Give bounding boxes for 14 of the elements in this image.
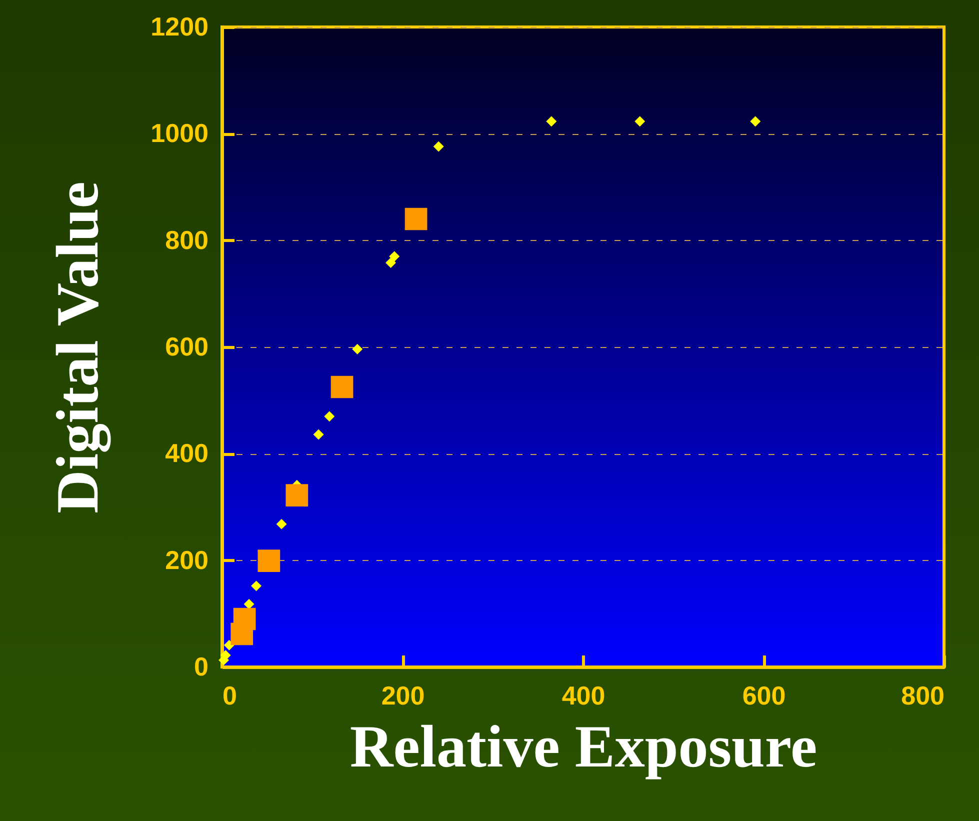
x-tick-label: 200 xyxy=(381,680,425,710)
y-axis-title: Digital Value xyxy=(44,182,112,514)
x-tick-label: 600 xyxy=(742,680,786,710)
x-tick-label: 400 xyxy=(562,680,606,710)
y-tick-label: 1000 xyxy=(150,118,208,148)
x-tick-label: 0 xyxy=(222,680,237,710)
y-tick-label: 600 xyxy=(165,332,208,362)
y-tick-label: 800 xyxy=(165,224,208,255)
x-axis-title: Relative Exposure xyxy=(350,714,818,780)
y-tick-label: 200 xyxy=(165,544,208,575)
x-tick-label: 800 xyxy=(901,680,944,710)
y-tick-label: 400 xyxy=(165,438,208,468)
y-tick-label: 1200 xyxy=(150,12,208,42)
y-tick-label: 0 xyxy=(194,652,208,682)
